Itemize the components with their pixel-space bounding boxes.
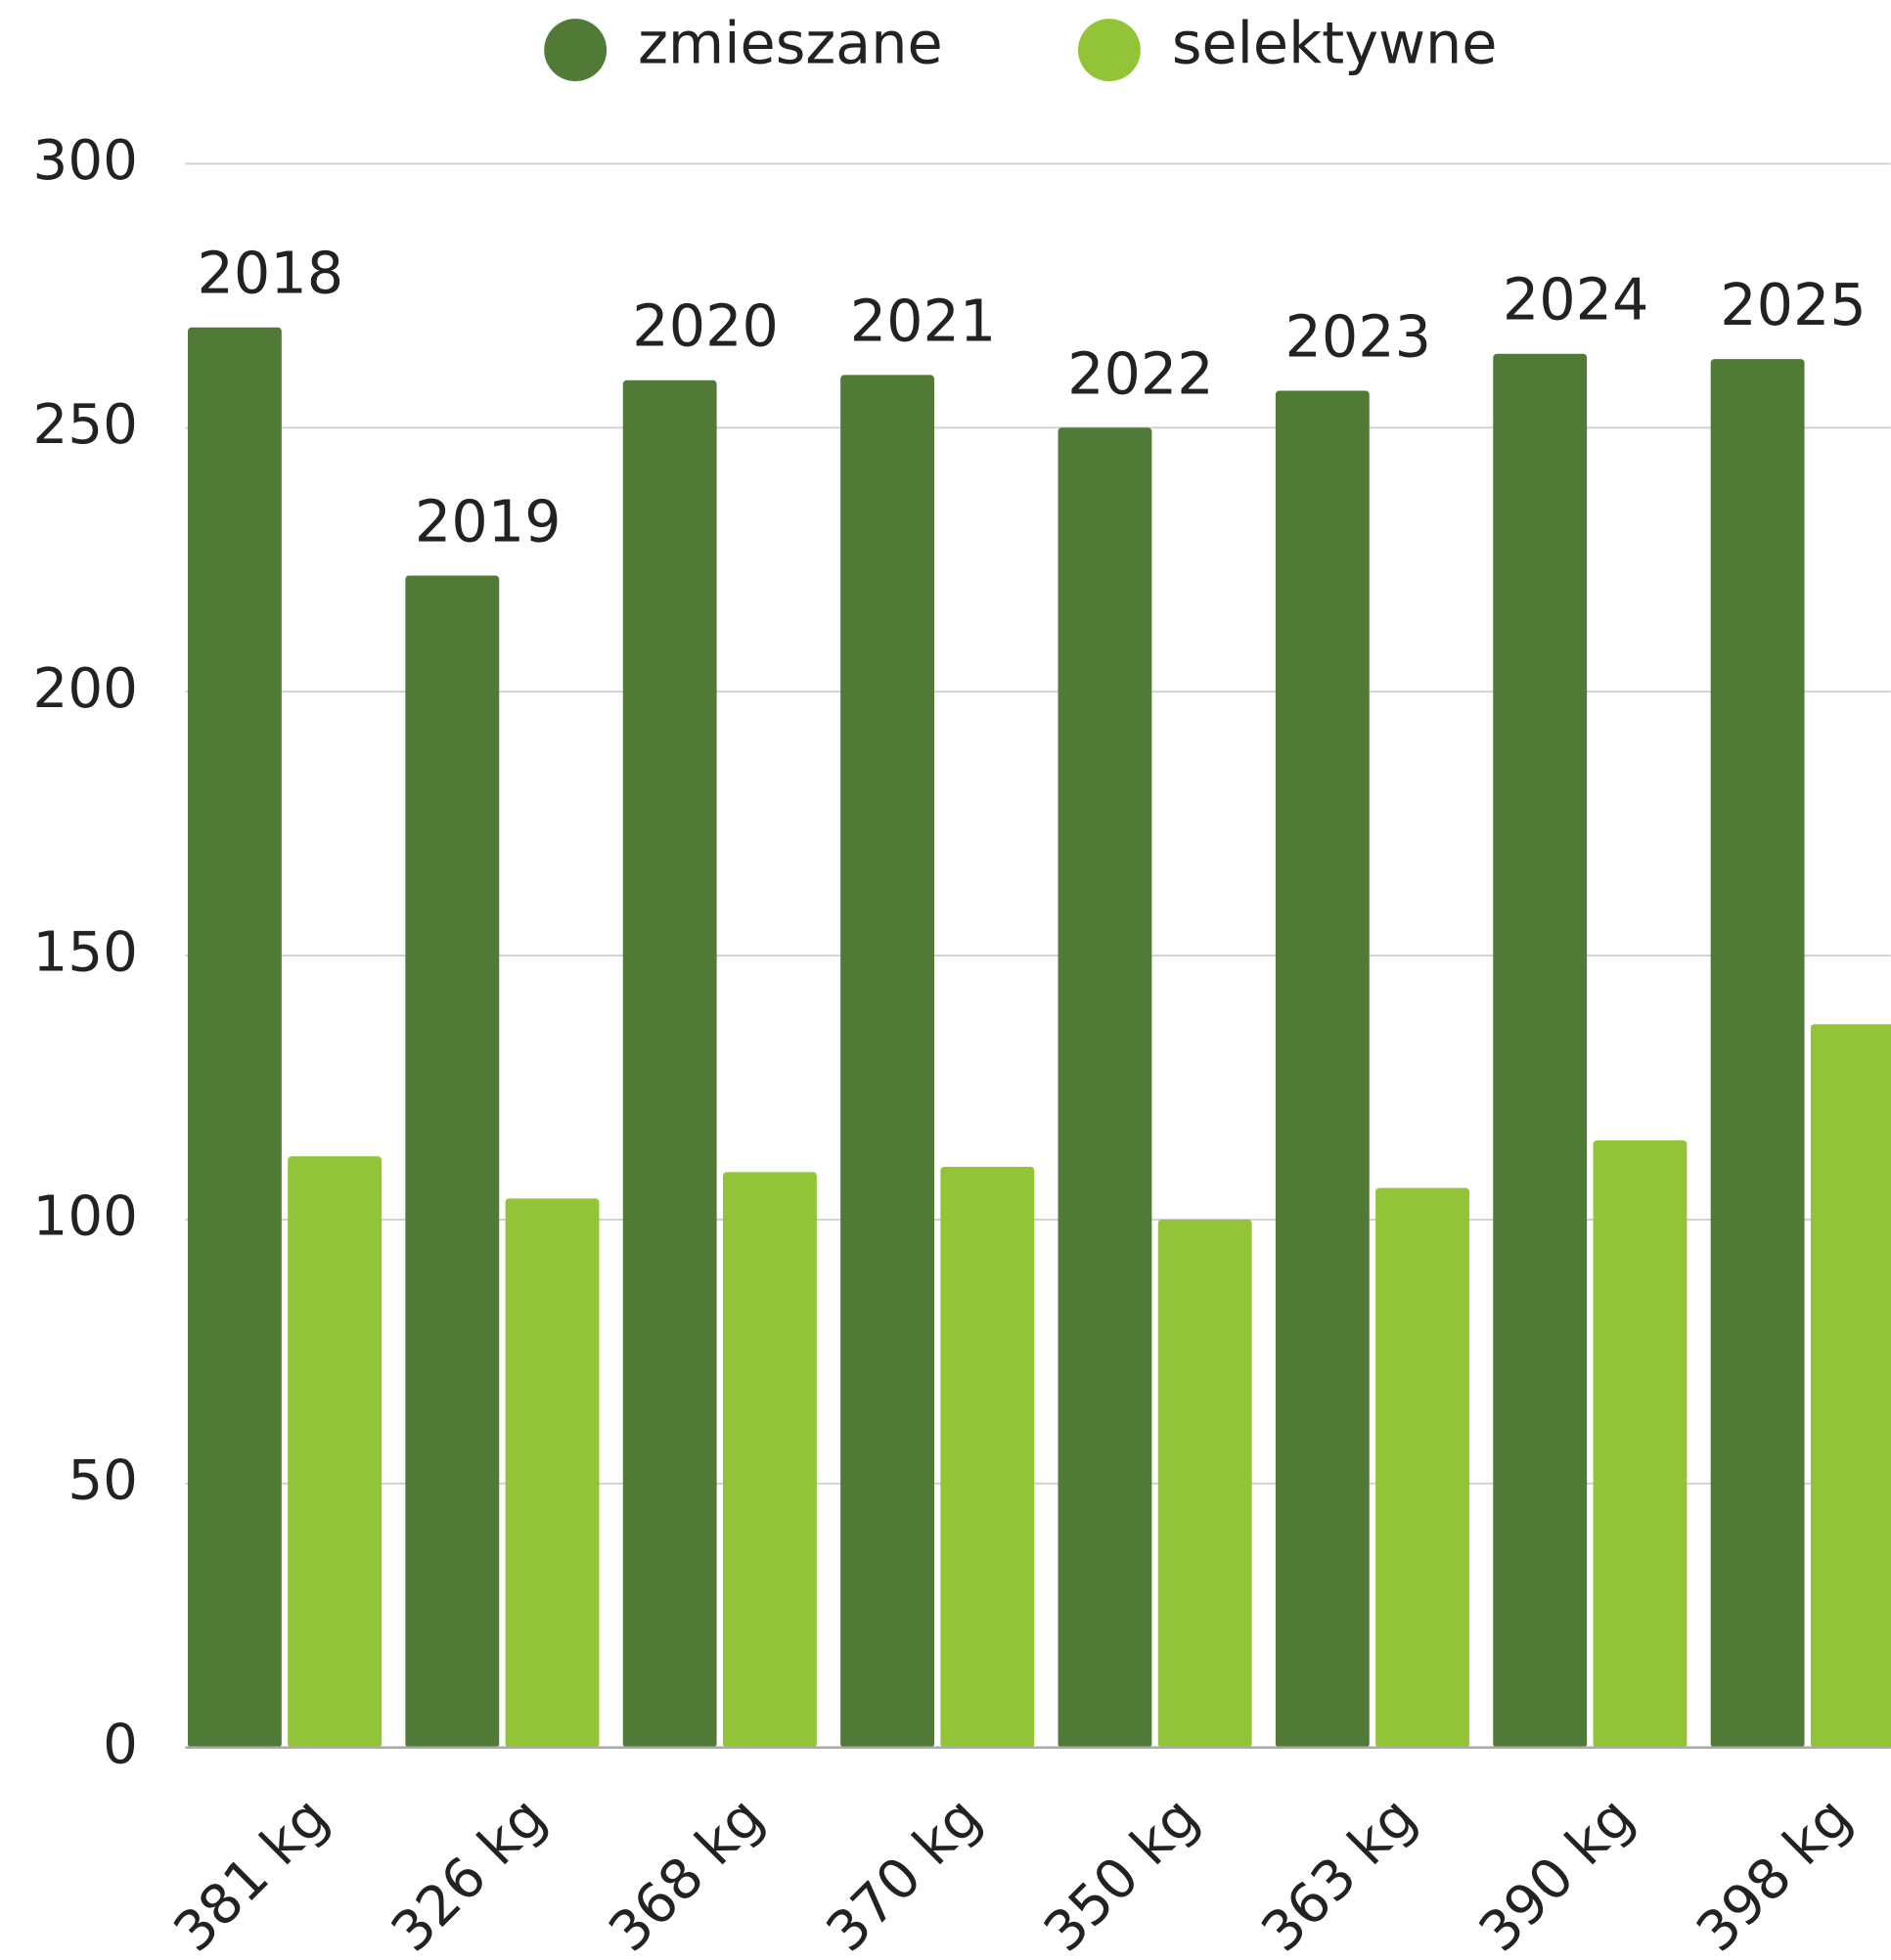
y-tick-label: 100	[33, 1185, 138, 1249]
y-tick-label: 300	[33, 129, 138, 193]
bar	[1493, 353, 1588, 1748]
x-tick-label: 370 kg	[815, 1786, 994, 1960]
bar	[505, 1198, 600, 1748]
y-tick-label: 150	[33, 921, 138, 985]
legend-swatch	[544, 19, 608, 82]
bar-annotation: 2025	[1720, 271, 1867, 338]
y-tick-label: 0	[103, 1713, 138, 1776]
bar	[940, 1166, 1035, 1748]
x-tick-label: 363 kg	[1250, 1786, 1429, 1960]
legend-swatch	[1077, 19, 1141, 82]
bar	[723, 1172, 817, 1748]
bar	[840, 375, 934, 1748]
bar	[1157, 1219, 1252, 1748]
bar-annotation: 2024	[1503, 266, 1649, 334]
bar	[1710, 359, 1805, 1748]
x-tick-label: 350 kg	[1032, 1786, 1211, 1960]
bar	[405, 575, 500, 1748]
bar	[288, 1156, 383, 1748]
bar-annotation: 2023	[1284, 303, 1431, 371]
legend-label: selektywne	[1172, 10, 1498, 77]
x-tick-label: 368 kg	[597, 1786, 776, 1960]
x-tick-label: 398 kg	[1685, 1786, 1864, 1960]
bar-annotation: 2022	[1067, 339, 1214, 407]
bar-annotation: 2018	[198, 240, 344, 307]
bar-annotation: 2021	[850, 287, 997, 354]
bar	[1810, 1024, 1891, 1748]
bar	[1375, 1187, 1470, 1748]
y-tick-label: 200	[33, 657, 138, 721]
y-tick-label: 50	[68, 1448, 138, 1512]
bar	[1275, 390, 1370, 1748]
x-tick-label: 326 kg	[380, 1786, 559, 1960]
legend-label: zmieszane	[638, 10, 943, 77]
y-tick-label: 250	[33, 393, 138, 457]
x-tick-label: 390 kg	[1467, 1786, 1646, 1960]
bar	[622, 379, 717, 1748]
bar-annotation: 2020	[632, 292, 779, 360]
bar	[187, 327, 282, 1748]
bar	[1593, 1139, 1688, 1748]
bar	[1058, 427, 1152, 1748]
bar-annotation: 2019	[415, 487, 562, 555]
x-tick-label: 381 kg	[162, 1786, 341, 1960]
